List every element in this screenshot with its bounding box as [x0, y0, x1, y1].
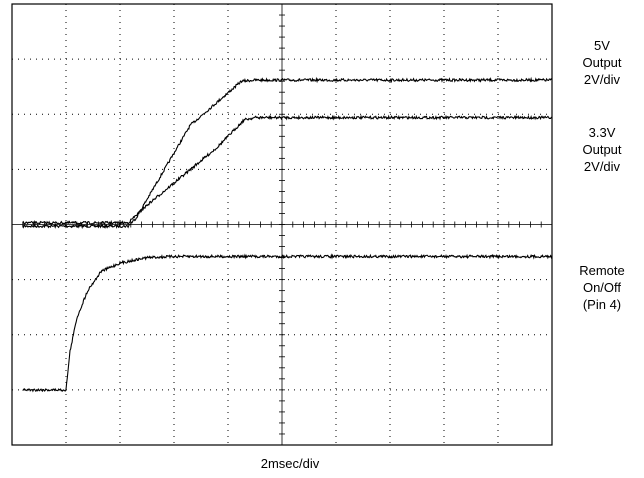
- traces: [22, 76, 553, 393]
- series-label-3v3: 3.3V Output 2V/div: [582, 125, 622, 174]
- trace-2: [22, 114, 553, 227]
- graticule: [11, 3, 553, 446]
- trace-3: [22, 253, 553, 393]
- trace-1: [22, 76, 553, 230]
- series-label-5v: 5V Output 2V/div: [582, 38, 622, 87]
- series-label-remote: Remote On/Off (Pin 4): [579, 263, 625, 312]
- x-axis-label: 2msec/div: [260, 456, 320, 471]
